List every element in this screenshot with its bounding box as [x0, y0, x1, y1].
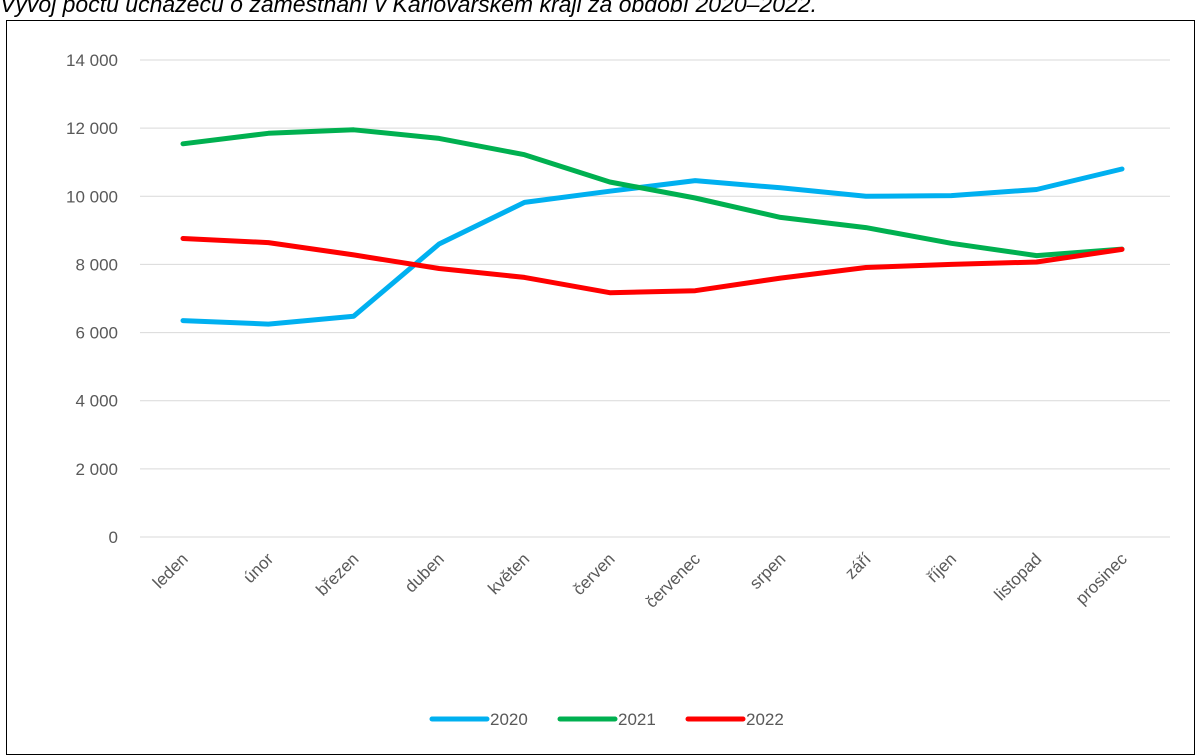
x-tick-label: únor: [240, 549, 278, 587]
x-tick-label: leden: [149, 549, 192, 592]
x-tick-label: duben: [401, 549, 448, 596]
legend-label-2020: 2020: [490, 710, 528, 729]
y-tick-label: 6 000: [75, 324, 118, 343]
x-tick-label: březen: [312, 549, 362, 599]
series-line-2022: [180, 236, 1125, 296]
y-tick-label: 2 000: [75, 460, 118, 479]
y-tick-label: 14 000: [66, 51, 118, 70]
chart-title: Vývoj počtu uchazečů o zaměstnání v Karl…: [0, 0, 817, 17]
series-line-2021: [180, 127, 1125, 259]
y-tick-label: 10 000: [66, 187, 118, 206]
x-tick-label: červen: [569, 549, 619, 599]
y-tick-label: 0: [109, 528, 118, 547]
x-axis-tick-labels: leden únor březen duben květen červen červenec…: [149, 549, 1131, 612]
x-tick-label: září: [841, 549, 875, 583]
legend-label-2021: 2021: [618, 710, 656, 729]
x-tick-label: květen: [484, 549, 533, 598]
x-tick-label: červenec: [642, 549, 705, 612]
series-line-2020: [180, 166, 1125, 327]
x-tick-label: srpen: [746, 549, 790, 593]
x-tick-label: říjen: [923, 549, 960, 586]
y-axis-tick-labels: 0 2 000 4 000 6 000 8 000 10 000 12 000 14 000: [66, 51, 118, 547]
x-tick-label: prosinec: [1072, 549, 1131, 608]
y-tick-label: 8 000: [75, 255, 118, 274]
series-lines: [180, 127, 1125, 327]
legend: 2020 2021 2022: [429, 710, 784, 729]
gridlines: [140, 59, 1170, 538]
y-tick-label: 12 000: [66, 119, 118, 138]
x-tick-label: listopad: [991, 549, 1046, 604]
legend-label-2022: 2022: [746, 710, 784, 729]
y-tick-label: 4 000: [75, 392, 118, 411]
